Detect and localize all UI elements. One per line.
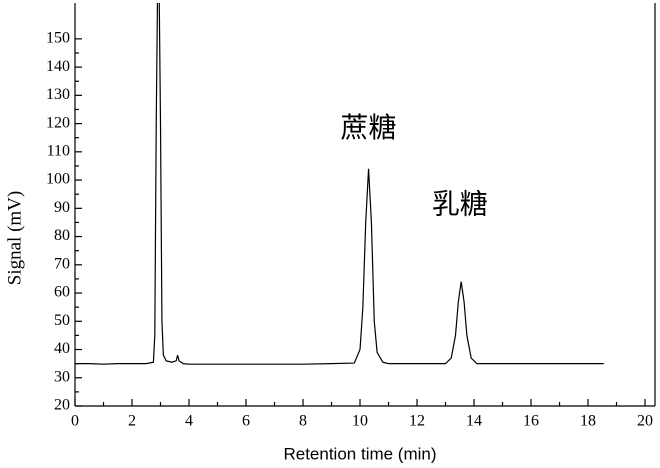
y-tick-label: 50 xyxy=(54,312,70,329)
y-tick-label: 120 xyxy=(46,114,70,131)
y-tick-label: 70 xyxy=(54,255,70,272)
y-tick-label: 30 xyxy=(54,368,70,385)
y-axis-title: Signal (mV) xyxy=(4,191,25,285)
x-tick-label: 10 xyxy=(352,413,368,430)
x-tick-label: 16 xyxy=(523,413,539,430)
y-tick-label: 90 xyxy=(54,199,70,216)
x-tick-label: 12 xyxy=(409,413,425,430)
x-tick-label: 2 xyxy=(128,413,136,430)
annotation: 蔗糖 xyxy=(341,111,397,144)
annotation: 乳糖 xyxy=(432,187,488,220)
signal-line xyxy=(75,3,604,365)
y-tick-label: 150 xyxy=(46,30,70,47)
x-axis-title: Retention time (min) xyxy=(283,444,436,463)
x-tick-label: 18 xyxy=(580,413,596,430)
y-tick-label: 100 xyxy=(46,171,70,188)
y-tick-label: 60 xyxy=(54,284,70,301)
y-tick-label: 140 xyxy=(46,58,70,75)
x-tick-label: 6 xyxy=(242,413,250,430)
x-tick-label: 4 xyxy=(185,413,193,430)
x-tick-label: 20 xyxy=(637,413,653,430)
x-tick-label: 8 xyxy=(299,413,307,430)
y-tick-label: 110 xyxy=(47,143,70,160)
y-tick-label: 40 xyxy=(54,340,70,357)
x-tick-label: 14 xyxy=(466,413,482,430)
y-tick-label: 20 xyxy=(54,397,70,414)
x-tick-label: 0 xyxy=(71,413,79,430)
y-tick-label: 130 xyxy=(46,86,70,103)
y-tick-label: 80 xyxy=(54,227,70,244)
